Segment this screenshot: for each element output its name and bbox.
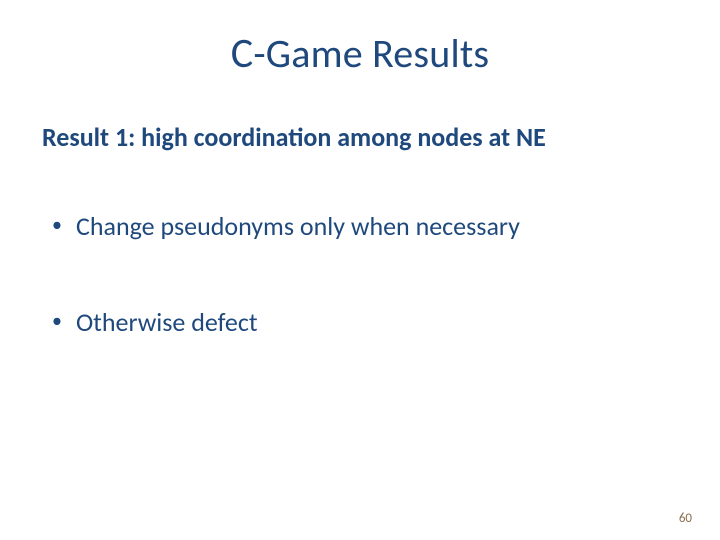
bullet-list: • Change pseudonyms only when necessary … <box>0 209 720 339</box>
page-number: 60 <box>679 511 692 526</box>
bullet-dot-icon: • <box>52 209 62 241</box>
slide-subtitle: Result 1: high coordination among nodes … <box>0 121 720 153</box>
slide: C-Game Results Result 1: high coordinati… <box>0 0 720 540</box>
title-rest: -Game Results <box>253 29 489 78</box>
title-prefix-glyph: C <box>231 28 254 79</box>
list-item: • Otherwise defect <box>52 305 678 339</box>
list-item: • Change pseudonyms only when necessary <box>52 209 678 243</box>
bullet-text: Change pseudonyms only when necessary <box>76 209 520 243</box>
slide-title: C-Game Results <box>0 0 720 79</box>
bullet-text: Otherwise defect <box>76 305 258 339</box>
bullet-dot-icon: • <box>52 305 62 337</box>
